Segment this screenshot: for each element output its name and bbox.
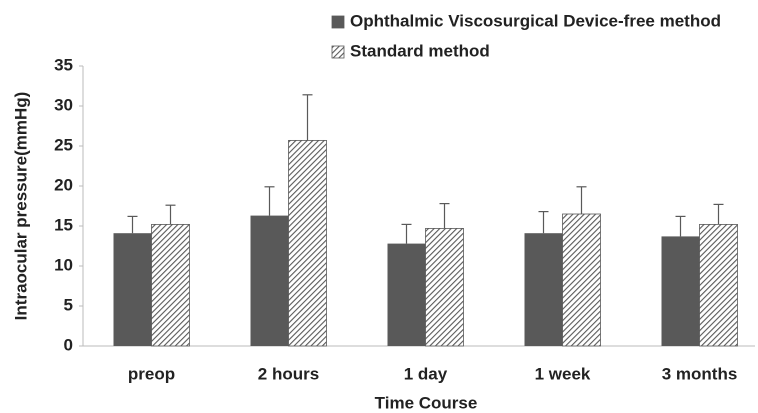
x-tick-label: 2 hours [258, 364, 319, 383]
x-tick-label: 1 day [404, 364, 448, 383]
bar [524, 233, 563, 346]
legend-label: Standard method [350, 41, 490, 60]
bar [151, 223, 190, 347]
legend-swatch [331, 45, 345, 59]
y-tick-label: 5 [64, 295, 73, 314]
bar [425, 227, 464, 347]
bar [661, 236, 700, 346]
y-tick-label: 30 [54, 95, 73, 114]
legend-swatch [331, 15, 345, 29]
bar [288, 139, 327, 347]
x-axis-title: Time Course [375, 393, 478, 412]
bar [562, 213, 601, 347]
y-tick-label: 35 [54, 55, 73, 74]
y-tick-label: 10 [54, 255, 73, 274]
y-tick-label: 15 [54, 215, 73, 234]
x-tick-label: 1 week [535, 364, 591, 383]
bar [387, 243, 426, 346]
x-tick-label: 3 months [662, 364, 738, 383]
y-tick-label: 25 [54, 135, 73, 154]
bar [250, 215, 289, 346]
legend-label: Ophthalmic Viscosurgical Device-free met… [350, 11, 721, 30]
bar [699, 223, 738, 347]
bar [113, 233, 152, 346]
y-tick-label: 0 [64, 335, 73, 354]
y-axis-title: Intraocular pressure(mmHg) [11, 92, 30, 321]
x-tick-label: preop [128, 364, 175, 383]
y-tick-label: 20 [54, 175, 73, 194]
